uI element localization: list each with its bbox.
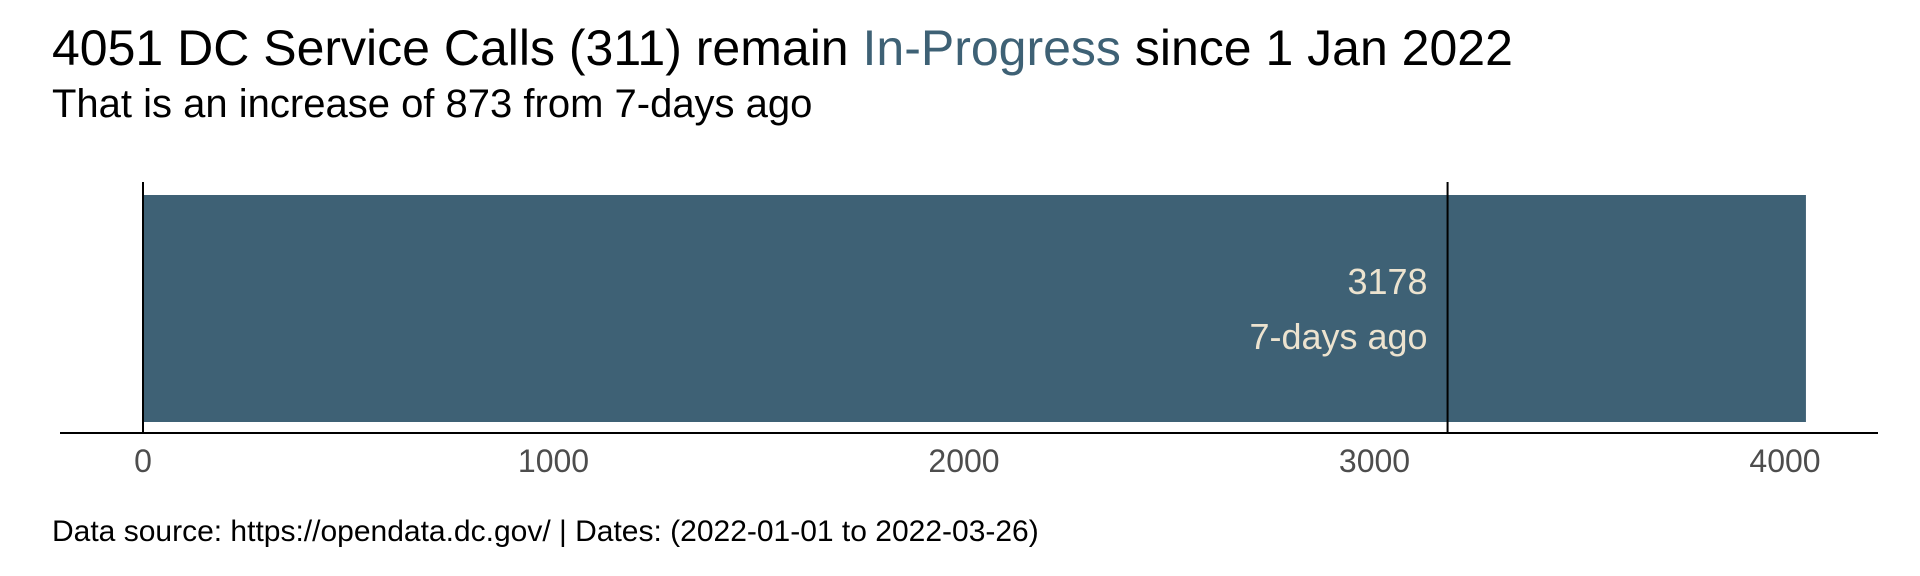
reference-text-label: 7-days ago: [1249, 316, 1427, 357]
x-tick-label: 2000: [928, 443, 999, 479]
bar-in-progress-count: [143, 195, 1806, 422]
chart-subtitle: That is an increase of 873 from 7-days a…: [52, 82, 813, 126]
title-highlight: In-Progress: [862, 20, 1121, 76]
x-tick-label: 3000: [1339, 443, 1410, 479]
x-tick-label: 1000: [518, 443, 589, 479]
x-tick-label: 0: [134, 443, 152, 479]
chart-title: 4051 DC Service Calls (311) remain In-Pr…: [52, 18, 1513, 78]
chart-plot-area: 3178 7-days ago 0 1000 2000 3000 4000: [60, 182, 1878, 479]
x-tick-label: 4000: [1749, 443, 1820, 479]
reference-value-label: 3178: [1347, 261, 1427, 302]
title-suffix: since 1 Jan 2022: [1120, 20, 1513, 76]
title-prefix: 4051 DC Service Calls (311) remain: [52, 20, 863, 76]
data-source-caption: Data source: https://opendata.dc.gov/ | …: [52, 515, 1039, 548]
